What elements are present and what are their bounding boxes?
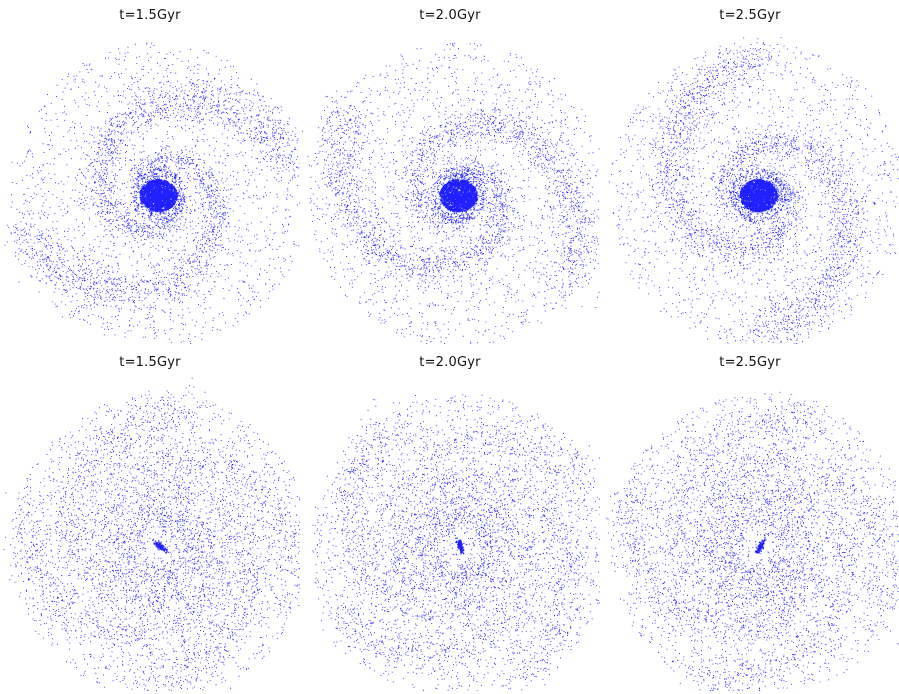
panel-title: t=2.0Gyr — [419, 8, 481, 23]
particle-scatter — [609, 37, 899, 344]
particle-scatter — [312, 394, 600, 691]
galaxy-plot — [4, 42, 300, 344]
panel-title: t=1.5Gyr — [119, 355, 181, 370]
panel-5: t=2.0Gyr — [300, 347, 600, 694]
particle-scatter — [606, 391, 899, 691]
panel-title: t=1.5Gyr — [119, 8, 181, 23]
panel-2: t=2.0Gyr — [300, 0, 600, 347]
panel-title: t=2.5Gyr — [719, 8, 781, 23]
panel-title: t=2.5Gyr — [719, 355, 781, 370]
panel-title: t=2.0Gyr — [419, 355, 481, 370]
particle-scatter — [3, 377, 300, 691]
galaxy-plot — [606, 391, 899, 691]
panel-6: t=2.5Gyr — [600, 347, 899, 694]
galaxy-plot — [312, 394, 600, 691]
panel-3: t=2.5Gyr — [600, 0, 899, 347]
galaxy-plot — [302, 42, 600, 344]
panel-4: t=1.5Gyr — [0, 347, 300, 694]
particle-scatter — [4, 42, 300, 344]
panel-1: t=1.5Gyr — [0, 0, 300, 347]
galaxy-plot — [609, 37, 899, 344]
galaxy-plot — [3, 377, 300, 691]
particle-scatter — [302, 42, 600, 344]
